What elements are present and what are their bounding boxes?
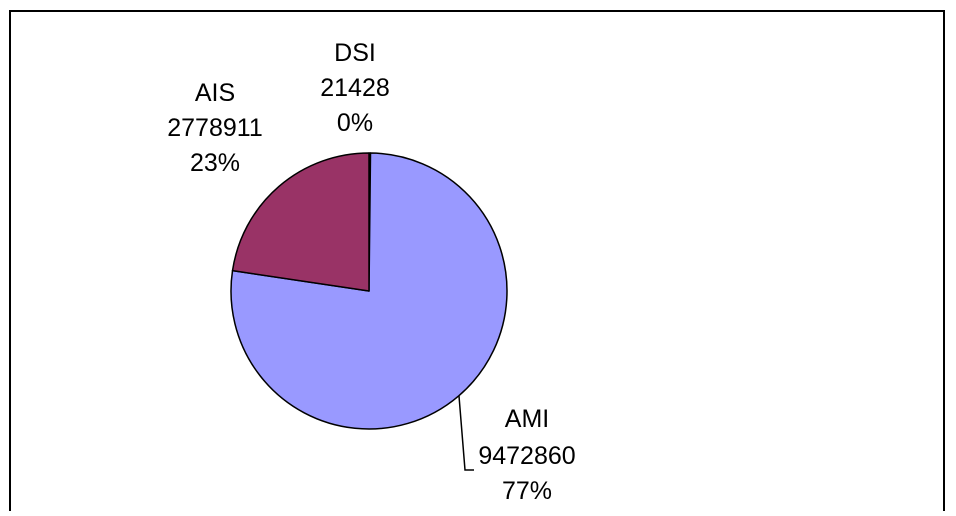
chart-border <box>9 10 945 511</box>
dsi-value-label: 21428 <box>320 74 390 102</box>
dsi-percent-label: 0% <box>337 109 373 137</box>
leader-line-ami <box>458 395 474 471</box>
pie-slice-ami <box>230 152 508 430</box>
ais-value-label: 2778911 <box>167 114 262 142</box>
dsi-category-label: DSI <box>334 39 376 67</box>
data-label-dsi: DSI 21428 0% <box>320 39 390 137</box>
ami-value-label: 9472860 <box>478 442 575 470</box>
ami-percent-label: 77% <box>502 477 552 505</box>
ais-category-label: AIS <box>195 79 235 107</box>
ami-category-label: AMI <box>505 405 549 433</box>
pie-slice-ais <box>231 152 370 292</box>
data-label-ami: AMI 9472860 77% <box>478 405 575 505</box>
ais-percent-label: 23% <box>190 149 240 177</box>
pie-slices <box>230 152 508 430</box>
data-label-ais: AIS 2778911 23% <box>167 79 262 177</box>
